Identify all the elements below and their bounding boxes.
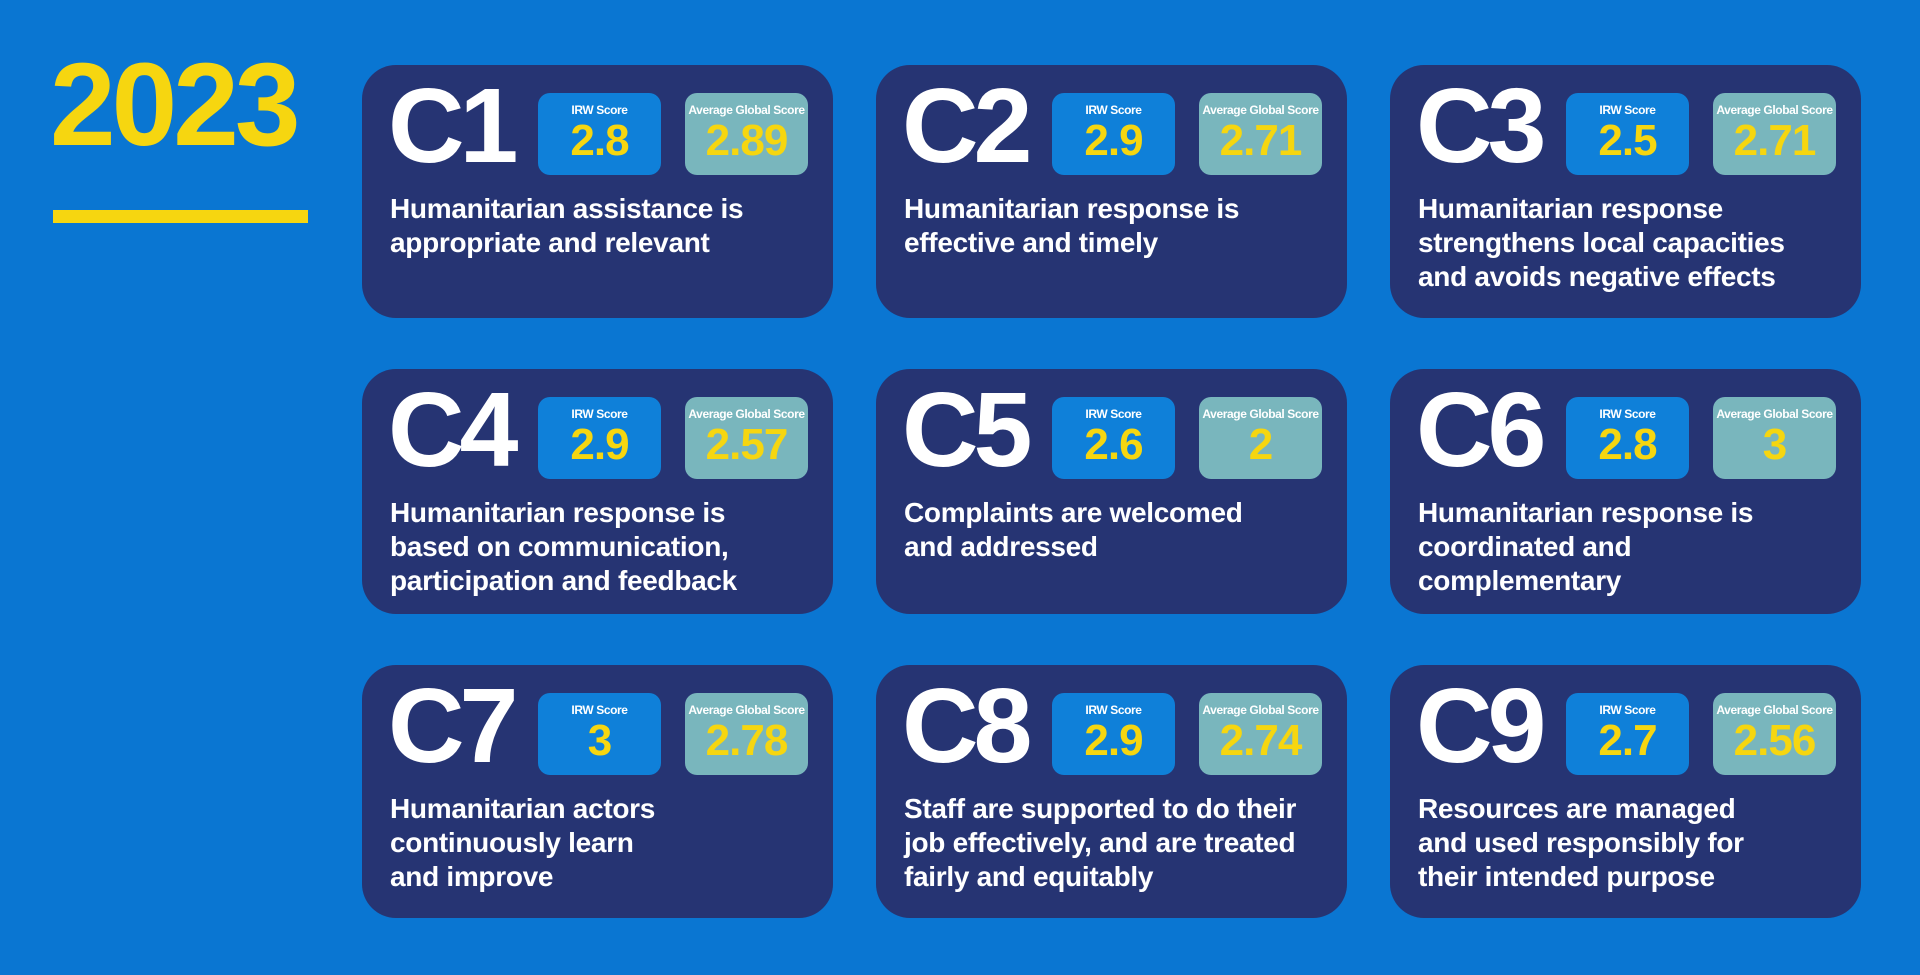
year-underline [53,210,308,223]
card-c5: C5 IRW Score 2.6 Average Global Score 2 … [876,369,1347,614]
card-description: Staff are supported to do their job effe… [904,793,1297,892]
irw-score-value: 2.7 [1598,716,1657,765]
card-description: Humanitarian response is coordinated and… [1418,497,1754,596]
card-description: Humanitarian response is effective and t… [904,193,1240,258]
global-score-label: Average Global Score [688,703,805,717]
card-code: C6 [1416,371,1546,489]
card-description: Humanitarian response strengthens local … [1418,193,1785,292]
irw-score-label: IRW Score [571,703,628,717]
card-c3: C3 IRW Score 2.5 Average Global Score 2.… [1390,65,1861,318]
card-c7: C7 IRW Score 3 Average Global Score 2.78… [362,665,833,918]
irw-score-label: IRW Score [1599,103,1656,117]
card-code: C9 [1416,667,1546,785]
global-score-value: 2.57 [705,420,789,469]
irw-score-label: IRW Score [1085,407,1142,421]
irw-score-value: 3 [587,716,613,765]
global-score-label: Average Global Score [688,407,805,421]
irw-score-label: IRW Score [1085,703,1142,717]
global-score-label: Average Global Score [1202,103,1319,117]
irw-score-badge: IRW Score 2.8 [1566,397,1689,479]
card-c1: C1 IRW Score 2.8 Average Global Score 2.… [362,65,833,318]
card-description: Resources are managed and used responsib… [1418,793,1744,892]
card-code: C7 [388,667,518,785]
card-code: C8 [902,667,1032,785]
global-score-badge: Average Global Score 2.71 [1713,93,1836,175]
global-score-badge: Average Global Score 2.57 [685,397,808,479]
card-c8: C8 IRW Score 2.9 Average Global Score 2.… [876,665,1347,918]
irw-score-badge: IRW Score 2.8 [538,93,661,175]
card-c4: C4 IRW Score 2.9 Average Global Score 2.… [362,369,833,614]
card-description: Humanitarian assistance is appropriate a… [390,193,744,258]
irw-score-label: IRW Score [1599,703,1656,717]
global-score-badge: Average Global Score 3 [1713,397,1836,479]
global-score-value: 3 [1762,420,1788,469]
global-score-label: Average Global Score [1202,407,1319,421]
irw-score-value: 2.8 [1598,420,1657,469]
global-score-label: Average Global Score [688,103,805,117]
global-score-value: 2.71 [1219,116,1303,165]
irw-score-label: IRW Score [1085,103,1142,117]
card-c6: C6 IRW Score 2.8 Average Global Score 3 … [1390,369,1861,614]
global-score-label: Average Global Score [1716,103,1833,117]
global-score-value: 2.89 [705,116,789,165]
global-score-value: 2 [1248,420,1274,469]
irw-score-value: 2.9 [1084,716,1143,765]
card-description: Humanitarian response is based on commun… [390,497,737,596]
global-score-value: 2.71 [1733,116,1817,165]
year-title: 2023 [50,39,301,171]
card-code: C4 [388,371,518,489]
card-c2: C2 IRW Score 2.9 Average Global Score 2.… [876,65,1347,318]
irw-score-badge: IRW Score 2.5 [1566,93,1689,175]
irw-score-value: 2.5 [1598,116,1657,165]
irw-score-badge: IRW Score 2.6 [1052,397,1175,479]
irw-score-label: IRW Score [1599,407,1656,421]
card-code: C5 [902,371,1032,489]
card-code: C3 [1416,67,1546,185]
global-score-badge: Average Global Score 2.56 [1713,693,1836,775]
global-score-value: 2.56 [1733,716,1817,765]
global-score-badge: Average Global Score 2.89 [685,93,808,175]
irw-score-value: 2.9 [570,420,629,469]
irw-score-value: 2.8 [570,116,629,165]
global-score-label: Average Global Score [1716,703,1833,717]
global-score-badge: Average Global Score 2 [1199,397,1322,479]
irw-score-badge: IRW Score 2.9 [1052,93,1175,175]
scorecard-grid: C1 IRW Score 2.8 Average Global Score 2.… [362,65,1861,918]
global-score-label: Average Global Score [1202,703,1319,717]
global-score-badge: Average Global Score 2.71 [1199,93,1322,175]
card-description: Complaints are welcomed and addressed [904,497,1243,562]
irw-score-badge: IRW Score 2.9 [538,397,661,479]
card-code: C2 [902,67,1032,185]
irw-score-badge: IRW Score 3 [538,693,661,775]
irw-score-badge: IRW Score 2.9 [1052,693,1175,775]
irw-score-label: IRW Score [571,103,628,117]
card-description: Humanitarian actors continuously learn a… [390,793,656,892]
irw-score-badge: IRW Score 2.7 [1566,693,1689,775]
global-score-label: Average Global Score [1716,407,1833,421]
global-score-badge: Average Global Score 2.74 [1199,693,1322,775]
global-score-value: 2.78 [705,716,789,765]
card-c9: C9 IRW Score 2.7 Average Global Score 2.… [1390,665,1861,918]
global-score-badge: Average Global Score 2.78 [685,693,808,775]
card-code: C1 [388,67,518,185]
irw-score-value: 2.9 [1084,116,1143,165]
irw-score-label: IRW Score [571,407,628,421]
irw-score-value: 2.6 [1084,420,1143,469]
global-score-value: 2.74 [1219,716,1303,765]
